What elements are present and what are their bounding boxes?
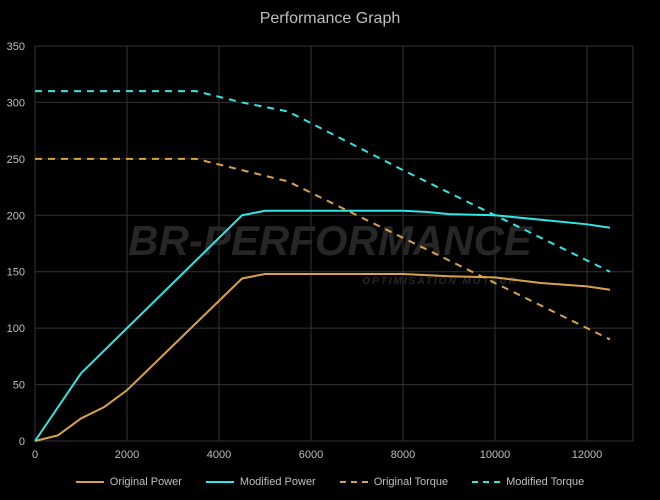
legend-item: Original Torque [339,476,449,488]
y-tick-label: 250 [7,154,25,166]
legend-label: Original Torque [373,476,449,488]
legend-swatch [75,481,104,483]
legend: Original Power Modified Power Original Tor… [0,476,660,488]
series-line-original-torque [35,157,611,341]
y-tick-label: 350 [7,41,25,53]
legend-swatch [472,481,501,483]
series-line-original-power [34,272,611,442]
x-tick-label: 10000 [480,449,511,461]
legend-item: Modified Torque [472,476,584,488]
legend-item: Original Power [75,476,182,488]
y-tick-label: 200 [7,210,25,222]
watermark-logo: BR-PERFORMANCE [128,217,534,264]
legend-label: Original Power [109,476,182,488]
chart-title: Performance Graph [259,10,401,27]
x-tick-label: 8000 [391,449,415,461]
x-tick-label: 0 [32,449,38,461]
y-tick-label: 0 [19,436,25,448]
legend-label: Modified Torque [506,476,585,488]
x-tick-label: 6000 [299,449,323,461]
series-line-modified-torque [35,90,611,273]
y-tick-label: 50 [13,380,25,392]
x-tick-label: 4000 [207,449,231,461]
watermark-tagline: OPTIMISATION MOTEUR [362,276,518,287]
series-line-modified-power [34,209,611,442]
legend-item: Modified Power [205,476,316,488]
y-tick-label: 100 [7,323,25,335]
y-tick-label: 150 [7,267,25,279]
legend-swatch [205,481,234,483]
legend-label: Modified Power [239,476,316,488]
x-tick-label: 2000 [115,449,139,461]
x-tick-label: 12000 [572,449,603,461]
legend-swatch [339,481,368,483]
y-tick-label: 300 [7,97,25,109]
